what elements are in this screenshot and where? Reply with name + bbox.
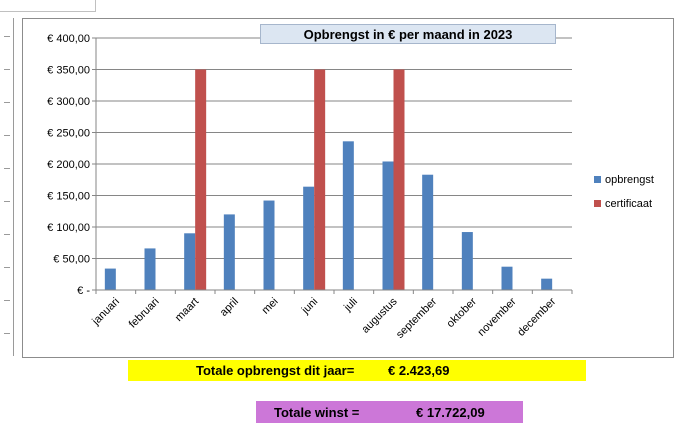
y-tick-label: € 300,00 [47, 96, 90, 108]
total-profit-box: Totale winst = € 17.722,09 [256, 401, 523, 423]
x-tick-label: april [218, 296, 241, 319]
bar-opbrengst-september[interactable] [422, 174, 434, 290]
bar-opbrengst-oktober[interactable] [461, 232, 473, 290]
y-tick-label: € 400,00 [47, 33, 90, 45]
sheet-row-tick [4, 234, 10, 235]
sheet-row-tick [4, 69, 10, 70]
bars [104, 69, 553, 291]
bar-opbrengst-november[interactable] [501, 266, 513, 290]
y-axis-tick-labels: € - € 50,00 € 100,00 € 150,00 € 200,00 € 250,… [47, 33, 90, 297]
bar-certificaat-augustus[interactable] [393, 69, 405, 291]
x-tick-label: oktober [445, 295, 480, 330]
total-profit-value: € 17.722,09 [416, 404, 485, 420]
x-tick-label: december [515, 295, 558, 338]
sheet-row-tick [4, 168, 10, 169]
x-tick-label: augustus [360, 295, 400, 335]
total-revenue-box: Totale opbrengst dit jaar= € 2.423,69 [128, 360, 586, 381]
sheet-row-tick [4, 267, 10, 268]
sheet-row-tick [4, 333, 10, 334]
y-tick-label: € 200,00 [47, 159, 90, 171]
legend-label-opbrengst: opbrengst [605, 174, 654, 186]
x-tick-label: juni [299, 296, 320, 317]
legend-swatch-certificaat [594, 200, 601, 207]
axes [95, 38, 573, 294]
total-revenue-value: € 2.423,69 [388, 363, 450, 378]
x-tick-label: februari [127, 296, 162, 331]
gridlines [92, 37, 572, 291]
x-tick-label: maart [173, 296, 201, 324]
bar-certificaat-maart[interactable] [195, 69, 207, 291]
sheet-row-tick [4, 36, 10, 37]
chart-title: Opbrengst in € per maand in 2023 [260, 24, 556, 44]
sheet-row-tick [4, 300, 10, 301]
x-axis-tick-labels: januari februari maart april mei juni juli augu… [89, 295, 558, 341]
sheet-row-tick [4, 102, 10, 103]
sheet-row-tick [4, 201, 10, 202]
bar-opbrengst-juli[interactable] [342, 141, 354, 290]
y-tick-label: € - [77, 285, 90, 297]
bar-opbrengst-december[interactable] [541, 278, 553, 290]
legend: opbrengst certificaat [594, 174, 654, 210]
y-tick-label: € 150,00 [47, 191, 90, 203]
sheet-column-edge [0, 18, 14, 356]
bar-opbrengst-april[interactable] [223, 214, 235, 290]
bar-opbrengst-februari[interactable] [144, 248, 156, 290]
x-tick-label: juli [341, 296, 360, 315]
x-tick-label: september [394, 295, 439, 340]
bar-opbrengst-maart[interactable] [184, 233, 196, 290]
bar-opbrengst-januari[interactable] [104, 268, 116, 290]
bar-opbrengst-mei[interactable] [263, 200, 275, 290]
total-revenue-label: Totale opbrengst dit jaar= [196, 363, 355, 378]
sheet-cell-edge [0, 0, 96, 12]
sheet-row-tick [4, 135, 10, 136]
x-tick-label: mei [260, 296, 281, 317]
y-tick-label: € 250,00 [47, 128, 90, 140]
total-profit-label: Totale winst = [274, 404, 360, 420]
bar-certificaat-juni[interactable] [314, 69, 326, 291]
legend-swatch-opbrengst [594, 176, 601, 183]
legend-label-certificaat: certificaat [605, 198, 652, 210]
bar-opbrengst-augustus[interactable] [382, 161, 394, 290]
x-tick-label: januari [89, 296, 122, 329]
x-tick-label: november [476, 295, 519, 338]
y-tick-label: € 100,00 [47, 222, 90, 234]
y-tick-label: € 50,00 [53, 254, 90, 266]
y-tick-label: € 350,00 [47, 65, 90, 77]
bar-opbrengst-juni[interactable] [303, 186, 315, 290]
